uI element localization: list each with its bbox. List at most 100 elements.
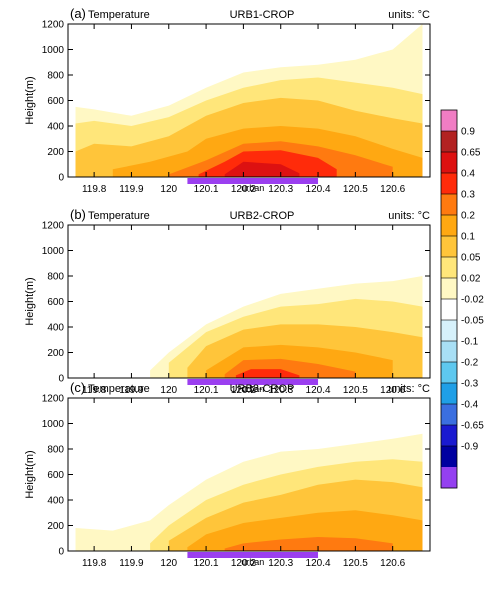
colorbar-swatch (441, 257, 457, 279)
x-tick-label: 120.5 (343, 558, 368, 569)
left-title: Temperature (88, 383, 150, 395)
colorbar-level-label: -0.2 (461, 358, 479, 369)
y-tick-label: 400 (47, 323, 64, 334)
y-tick-label: 1000 (42, 45, 65, 56)
panel-b: 0 200 400 600 800 1000 1200 119.8 119.9 120 120.1 1… (24, 207, 431, 396)
x-tick-label: 120.1 (194, 184, 219, 195)
y-tick-label: 200 (47, 147, 64, 158)
colorbar-level-label: -0.65 (461, 421, 484, 432)
left-title: Temperature (88, 9, 150, 21)
urban-label: urban (241, 183, 264, 193)
colorbar-swatch (441, 404, 457, 426)
colorbar-swatch (441, 215, 457, 237)
colorbar-swatch (441, 152, 457, 174)
y-tick-label: 800 (47, 71, 64, 82)
x-tick-label: 120 (160, 558, 177, 569)
colorbar-swatch (441, 362, 457, 384)
x-tick-label: 120.4 (306, 184, 331, 195)
left-title: Temperature (88, 210, 150, 222)
x-tick-label: 120.6 (380, 184, 405, 195)
urban-bar (187, 178, 319, 184)
center-title: URB3-CROP (230, 383, 295, 395)
center-title: URB1-CROP (230, 9, 295, 21)
colorbar: 0.9 0.65 0.4 0.3 0.2 0.1 0.05 0.02 -0.02 -0.05 -0.… (440, 109, 484, 489)
y-tick-label: 1200 (42, 221, 65, 232)
colorbar-swatch (441, 320, 457, 342)
panel-label: (a) (70, 6, 86, 21)
colorbar-level-label: 0.9 (461, 127, 475, 138)
colorbar-level-label: 0.4 (461, 169, 475, 180)
x-tick-label: 120 (160, 385, 177, 396)
y-tick-label: 600 (47, 96, 64, 107)
y-tick-label: 200 (47, 521, 64, 532)
y-tick-label: 1000 (42, 246, 65, 257)
x-tick-label: 119.9 (119, 385, 144, 396)
colorbar-level-label: -0.9 (461, 442, 479, 453)
colorbar-swatch (441, 173, 457, 195)
x-tick-label: 120.4 (306, 558, 331, 569)
x-tick-label: 120.5 (343, 184, 368, 195)
y-tick-label: 1200 (42, 20, 65, 31)
colorbar-swatch (441, 467, 457, 489)
panel-label: (b) (70, 207, 86, 222)
colorbar-swatch (441, 425, 457, 447)
x-tick-label: 120.2 (231, 184, 256, 195)
colorbar-level-label: 0.2 (461, 211, 475, 222)
y-axis-label: Height(m) (24, 450, 36, 498)
x-tick-label: 120 (160, 184, 177, 195)
y-tick-label: 800 (47, 272, 64, 283)
urban-label: urban (241, 384, 264, 394)
colorbar-level-label: 0.65 (461, 148, 481, 159)
colorbar-level-label: -0.1 (461, 337, 479, 348)
center-title: URB2-CROP (230, 210, 295, 222)
right-title: units: °C (388, 9, 430, 21)
colorbar-swatch (441, 194, 457, 216)
colorbar-swatch (441, 236, 457, 258)
x-tick-label: 119.8 (82, 184, 107, 195)
x-tick-label: 120.3 (268, 184, 293, 195)
contour-bands (150, 276, 423, 378)
y-tick-label: 1200 (42, 394, 65, 405)
colorbar-level-label: -0.4 (461, 400, 479, 411)
colorbar-swatch (441, 341, 457, 363)
colorbar-level-label: -0.3 (461, 379, 479, 390)
colorbar-level-label: -0.05 (461, 316, 484, 327)
y-tick-label: 200 (47, 348, 64, 359)
colorbar-swatch (441, 299, 457, 321)
colorbar-level-label: 0.02 (461, 274, 481, 285)
y-tick-label: 400 (47, 122, 64, 133)
x-tick-label: 120.6 (380, 558, 405, 569)
y-axis-label: Height(m) (24, 76, 36, 124)
urban-bar (187, 379, 319, 385)
x-tick-label: 120.4 (306, 385, 331, 396)
panel-a: 0 200 400 600 800 1000 1200 119.8 119.9 120 120.1 1… (24, 6, 431, 195)
colorbar-swatch (441, 446, 457, 468)
x-tick-label: 120.3 (268, 385, 293, 396)
y-tick-label: 600 (47, 470, 64, 481)
right-title: units: °C (388, 210, 430, 222)
y-tick-label: 1000 (42, 419, 65, 430)
colorbar-swatch (441, 110, 457, 132)
x-tick-label: 120.2 (231, 385, 256, 396)
y-tick-label: 400 (47, 496, 64, 507)
contour-band-0.4 (235, 369, 300, 378)
right-title: units: °C (388, 383, 430, 395)
y-tick-label: 0 (58, 547, 64, 558)
colorbar-level-label: 0.1 (461, 232, 475, 243)
colorbar-level-label: 0.3 (461, 190, 475, 201)
y-tick-label: 800 (47, 445, 64, 456)
x-tick-label: 120.1 (194, 385, 219, 396)
x-tick-label: 120.6 (380, 385, 405, 396)
y-tick-label: 0 (58, 173, 64, 184)
x-tick-label: 119.8 (82, 385, 107, 396)
panel-c: 0 200 400 600 800 1000 1200 119.8 119.9 120 120.1 1… (24, 380, 431, 569)
x-tick-label: 120.1 (194, 558, 219, 569)
urban-label: urban (241, 557, 264, 567)
colorbar-swatch (441, 278, 457, 300)
contour-bands (75, 433, 423, 551)
x-tick-label: 120.3 (268, 558, 293, 569)
y-tick-label: 0 (58, 374, 64, 385)
y-axis-label: Height(m) (24, 277, 36, 325)
contour-band-0.3 (224, 537, 393, 551)
